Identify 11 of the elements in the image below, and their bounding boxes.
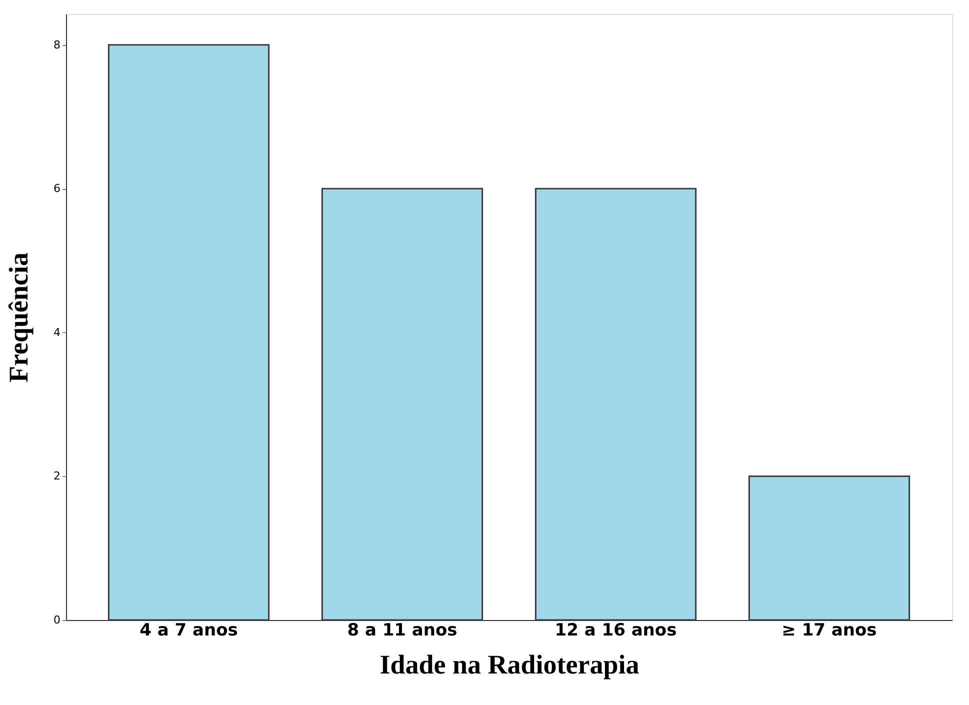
y-tick-label: 4 (54, 326, 60, 339)
y-tick-label: 6 (54, 182, 60, 196)
y-axis-title: Frequência (4, 252, 34, 382)
y-tick-label: 2 (54, 470, 60, 483)
y-tick-label: 0 (54, 614, 60, 626)
x-tick-label: ≥ 17 anos (782, 620, 877, 640)
x-tick-label: 8 a 11 anos (347, 620, 458, 640)
x-tick-label: 12 a 16 anos (554, 620, 677, 640)
x-tick-label: 4 a 7 anos (140, 620, 238, 640)
x-axis-title: Idade na Radioterapia (380, 650, 640, 680)
y-tick-label: 8 (54, 38, 60, 52)
